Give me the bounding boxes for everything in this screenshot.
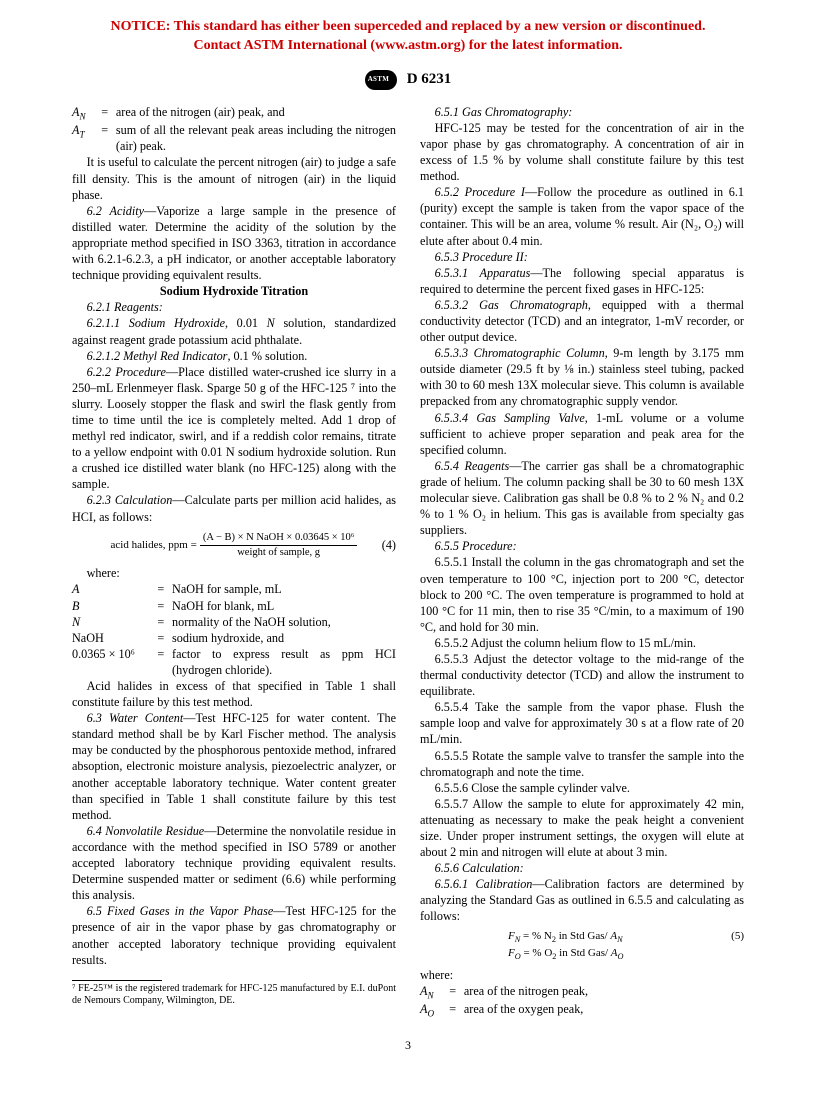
head: 6.4 Nonvolatile Residue [87, 824, 205, 838]
notice-line2: Contact ASTM International (www.astm.org… [193, 38, 622, 53]
s6556: 6.5.5.6 Close the sample cylinder valve. [420, 780, 744, 796]
notice-banner: NOTICE: This standard has either been su… [0, 0, 816, 62]
def: area of the nitrogen peak, [464, 983, 744, 1002]
s656: 6.5.6 Calculation: [420, 860, 744, 876]
head: 6.5.3.4 Gas Sampling Valve [435, 411, 585, 425]
s654: 6.5.4 Reagents—The carrier gas shall be … [420, 458, 744, 538]
def: sodium hydroxide, and [172, 630, 396, 646]
page-body: AN = area of the nitrogen (air) peak, an… [0, 104, 816, 1093]
eq-num: (A − B) × N NaOH × 0.03645 × 10⁶ [200, 531, 358, 546]
s6551: 6.5.5.1 Install the column in the gas ch… [420, 554, 744, 634]
s621: 6.2.1 Reagents: [72, 299, 396, 315]
where-AN: AN = area of the nitrogen (air) peak, an… [72, 104, 396, 123]
p-useful: It is useful to calculate the percent ni… [72, 154, 396, 202]
head: 6.5.3.1 Apparatus [435, 266, 531, 280]
s62: 6.2 Acidity—Vaporize a large sample in t… [72, 203, 396, 283]
s6555: 6.5.5.5 Rotate the sample valve to trans… [420, 748, 744, 780]
s64: 6.4 Nonvolatile Residue—Determine the no… [72, 823, 396, 903]
sub: N [427, 990, 433, 1000]
head: 6.3 Water Content [87, 711, 184, 725]
s622: 6.2.2 Procedure—Place distilled water-cr… [72, 364, 396, 493]
p-hfc: HFC-125 may be tested for the concentrat… [420, 120, 744, 184]
equation-4: acid halides, ppm = (A − B) × N NaOH × 0… [72, 531, 396, 560]
def: area of the oxygen peak, [464, 1001, 744, 1020]
s6533: 6.5.3.3 Chromatographic Column, 9-m leng… [420, 345, 744, 409]
soh-title: Sodium Hydroxide Titration [72, 283, 396, 299]
sym: B [72, 598, 157, 614]
where2-AO: AO = area of the oxygen peak, [420, 1001, 744, 1020]
def: area of the nitrogen (air) peak, and [116, 104, 396, 123]
where-AT: AT = sum of all the relevant peak areas … [72, 122, 396, 154]
def: NaOH for blank, mL [172, 598, 396, 614]
s6561: 6.5.6.1 Calibration—Calibration factors … [420, 876, 744, 924]
def: NaOH for sample, mL [172, 581, 396, 597]
s6211: 6.2.1.1 Sodium Hydroxide, 0.01 N solutio… [72, 315, 396, 347]
s6534: 6.5.3.4 Gas Sampling Valve, 1-mL volume … [420, 410, 744, 458]
where-block: A=NaOH for sample, mL B=NaOH for blank, … [72, 581, 396, 678]
s651: 6.5.1 Gas Chromatography: [420, 104, 744, 120]
footnote-7: ⁷ FE-25™ is the registered trademark for… [72, 983, 396, 1008]
sub: O [427, 1009, 434, 1019]
s6532: 6.5.3.2 Gas Chromatograph, equipped with… [420, 297, 744, 345]
s623: 6.2.3 Calculation—Calculate parts per mi… [72, 492, 396, 524]
where-label: where: [72, 565, 396, 581]
sub: T [79, 130, 84, 140]
def: sum of all the relevant peak areas inclu… [116, 122, 396, 154]
page-number: 3 [72, 1020, 744, 1053]
s6212: 6.2.1.2 Methyl Red Indicator, 0.1 % solu… [72, 348, 396, 364]
s6553: 6.5.5.3 Adjust the detector voltage to t… [420, 651, 744, 699]
equation-5: FN = % N2 in Std Gas/ AN (5) FO = % O2 i… [420, 929, 744, 963]
def: factor to express result as ppm HCI (hyd… [172, 646, 396, 678]
s6557: 6.5.5.7 Allow the sample to elute for ap… [420, 796, 744, 860]
head: 6.5.3.2 Gas Chromatograph [435, 298, 588, 312]
sym: A [72, 581, 157, 597]
standard-number: D 6231 [407, 71, 452, 88]
notice-line1: NOTICE: This standard has either been su… [111, 19, 706, 34]
s63: 6.3 Water Content—Test HFC-125 for water… [72, 710, 396, 823]
where2-label: where: [420, 967, 744, 983]
eq-number: (5) [731, 929, 744, 946]
sym: 0.0365 × 10⁶ [72, 646, 157, 678]
s653: 6.5.3 Procedure II: [420, 249, 744, 265]
footnote-rule [72, 980, 162, 981]
eq5a: FN = % N2 in Std Gas/ AN [508, 929, 623, 946]
s655: 6.5.5 Procedure: [420, 538, 744, 554]
eq-frac: (A − B) × N NaOH × 0.03645 × 10⁶ weight … [200, 531, 358, 560]
two-column-text: AN = area of the nitrogen (air) peak, an… [72, 104, 744, 1020]
eq5b: FO = % O2 in Std Gas/ AO [508, 946, 624, 963]
head: 6.2.3 Calculation [87, 493, 173, 507]
s6552: 6.5.5.2 Adjust the column helium flow to… [420, 635, 744, 651]
body: —Place distilled water-crushed ice slurr… [72, 365, 396, 492]
s6554: 6.5.5.4 Take the sample from the vapor p… [420, 699, 744, 747]
head: 6.5.4 Reagents [435, 459, 510, 473]
body: —Test HFC-125 for water content. The sta… [72, 711, 396, 822]
astm-logo-icon [365, 70, 397, 90]
head: 6.5.3.3 Chromatographic Column [435, 346, 605, 360]
doc-header: D 6231 [0, 62, 816, 104]
head: 6.2 Acidity [87, 204, 144, 218]
sym: NaOH [72, 630, 157, 646]
where2-AN: AN = area of the nitrogen peak, [420, 983, 744, 1002]
sym: N [72, 614, 157, 630]
head: 6.2.2 Procedure [87, 365, 166, 379]
eq-lhs: acid halides, ppm = [111, 539, 197, 551]
head: 6.5 Fixed Gases in the Vapor Phase [87, 904, 274, 918]
footnote-block: ⁷ FE-25™ is the registered trademark for… [72, 980, 396, 1008]
s6531: 6.5.3.1 Apparatus—The following special … [420, 265, 744, 297]
eq-number: (4) [382, 537, 396, 553]
head: 6.5.6.1 Calibration [435, 877, 533, 891]
eq-den: weight of sample, g [200, 546, 358, 560]
s652: 6.5.2 Procedure I—Follow the procedure a… [420, 184, 744, 248]
head: 6.5.2 Procedure I [435, 185, 525, 199]
def: normality of the NaOH solution, [172, 614, 396, 630]
s65: 6.5 Fixed Gases in the Vapor Phase—Test … [72, 903, 396, 967]
sub: N [79, 111, 85, 121]
p-acid: Acid halides in excess of that specified… [72, 678, 396, 710]
